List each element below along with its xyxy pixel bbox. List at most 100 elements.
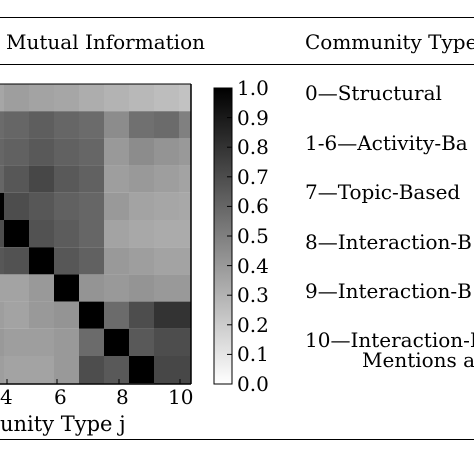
heatmap-cell bbox=[54, 220, 79, 248]
legend-item-interaction-8: 8—Interaction-B bbox=[305, 230, 472, 254]
heatmap-cell bbox=[129, 111, 154, 139]
heatmap-cell bbox=[0, 328, 4, 356]
heatmap-cell bbox=[54, 274, 79, 302]
heatmap-cell bbox=[179, 111, 191, 139]
heatmap-cell bbox=[129, 165, 154, 193]
heatmap-cell bbox=[129, 301, 154, 329]
colorbar-tick-label: 0.8 bbox=[237, 135, 269, 160]
heatmap-cell bbox=[129, 328, 154, 356]
heatmap-cell bbox=[29, 165, 54, 193]
heatmap-cell bbox=[79, 111, 104, 139]
top-rule bbox=[0, 17, 474, 18]
colorbar-tick-label: 0.9 bbox=[237, 105, 269, 130]
heatmap-cell bbox=[104, 274, 129, 302]
heatmap-cell bbox=[79, 301, 104, 329]
heatmap-cell bbox=[129, 192, 154, 220]
x-tick-label-4: 4 bbox=[0, 385, 13, 409]
heatmap-cell bbox=[129, 138, 154, 166]
heatmap-cell bbox=[0, 301, 4, 329]
header-rule bbox=[0, 64, 474, 65]
heatmap-cell bbox=[154, 111, 179, 139]
heatmap-cell bbox=[179, 220, 191, 248]
heatmap-cell bbox=[179, 301, 191, 329]
x-axis-label: unity Type j bbox=[0, 412, 126, 436]
bottom-rule bbox=[0, 439, 474, 440]
heatmap-cell bbox=[4, 247, 29, 275]
heatmap-cell bbox=[4, 192, 29, 220]
heatmap-cell bbox=[104, 192, 129, 220]
heatmap-cell bbox=[0, 138, 4, 166]
heatmap-cell bbox=[4, 356, 29, 384]
heatmap-cell bbox=[104, 301, 129, 329]
heatmap-cell bbox=[154, 356, 179, 384]
heatmap-cell bbox=[29, 274, 54, 302]
legend-item-topic: 7—Topic-Based bbox=[305, 180, 461, 204]
heatmap-cell bbox=[179, 138, 191, 166]
heatmap-cell bbox=[179, 165, 191, 193]
heatmap-cell bbox=[104, 247, 129, 275]
heatmap-cell bbox=[54, 138, 79, 166]
legend-item-structural: 0—Structural bbox=[305, 81, 442, 105]
heatmap-cell bbox=[154, 274, 179, 302]
heatmap-cell bbox=[54, 247, 79, 275]
heatmap-cell bbox=[29, 192, 54, 220]
heatmap-cell bbox=[79, 138, 104, 166]
heatmap-cell bbox=[4, 84, 29, 112]
heatmap-cell bbox=[154, 192, 179, 220]
heatmap-cell bbox=[4, 165, 29, 193]
heatmap-cell bbox=[29, 84, 54, 112]
heatmap-cell bbox=[29, 247, 54, 275]
colorbar-tick-label: 0.3 bbox=[237, 283, 269, 308]
heatmap-cell bbox=[4, 274, 29, 302]
heatmap-cell bbox=[154, 328, 179, 356]
heatmap-cell bbox=[54, 328, 79, 356]
heatmap-cell bbox=[0, 111, 4, 139]
colorbar-tick-label: 0.2 bbox=[237, 312, 269, 337]
heatmap-cell bbox=[129, 247, 154, 275]
heatmap-cell bbox=[154, 165, 179, 193]
heatmap-cell bbox=[154, 138, 179, 166]
heatmap-cell bbox=[154, 301, 179, 329]
colorbar-tick-label: 0.7 bbox=[237, 164, 269, 189]
heatmap-cell bbox=[79, 165, 104, 193]
heatmap-cell bbox=[0, 247, 4, 275]
heatmap-cell bbox=[129, 220, 154, 248]
heatmap-cell bbox=[104, 356, 129, 384]
heatmap-cell bbox=[4, 220, 29, 248]
heatmap-cell bbox=[0, 274, 4, 302]
heatmap-cell bbox=[154, 247, 179, 275]
heatmap-cell bbox=[104, 138, 129, 166]
heatmap-cell bbox=[179, 192, 191, 220]
heatmap-cell bbox=[79, 247, 104, 275]
heatmap-cell bbox=[79, 328, 104, 356]
heatmap-cell bbox=[129, 356, 154, 384]
heatmap-cell bbox=[4, 301, 29, 329]
heatmap-cell bbox=[4, 138, 29, 166]
heatmap-cell bbox=[79, 356, 104, 384]
legend-item-interaction-9: 9—Interaction-B bbox=[305, 279, 472, 303]
heatmap-cell bbox=[54, 301, 79, 329]
heatmap-cell bbox=[104, 111, 129, 139]
heatmap-cell bbox=[179, 84, 191, 112]
heatmap-cell bbox=[104, 220, 129, 248]
heatmap-cell bbox=[79, 192, 104, 220]
x-tick-label-10: 10 bbox=[168, 385, 194, 409]
x-tick-label-8: 8 bbox=[116, 385, 129, 409]
heatmap-cell bbox=[179, 356, 191, 384]
legend-item-interaction-10: 10—Interaction-I bbox=[305, 328, 474, 352]
mutual-information-header: Mutual Information bbox=[6, 30, 205, 54]
heatmap-cell bbox=[4, 111, 29, 139]
heatmap-cell bbox=[154, 220, 179, 248]
heatmap-cell bbox=[129, 84, 154, 112]
legend-item-activity: 1-6—Activity-Ba bbox=[305, 131, 468, 155]
heatmap-cell bbox=[179, 247, 191, 275]
heatmap-cell bbox=[104, 165, 129, 193]
colorbar-tick-label: 0.4 bbox=[237, 253, 269, 278]
heatmap-cell bbox=[29, 220, 54, 248]
colorbar-tick-label: 0.6 bbox=[237, 194, 269, 219]
heatmap-cell bbox=[54, 84, 79, 112]
heatmap-cell bbox=[29, 328, 54, 356]
heatmap-cell bbox=[79, 274, 104, 302]
heatmap-cell bbox=[0, 192, 4, 220]
